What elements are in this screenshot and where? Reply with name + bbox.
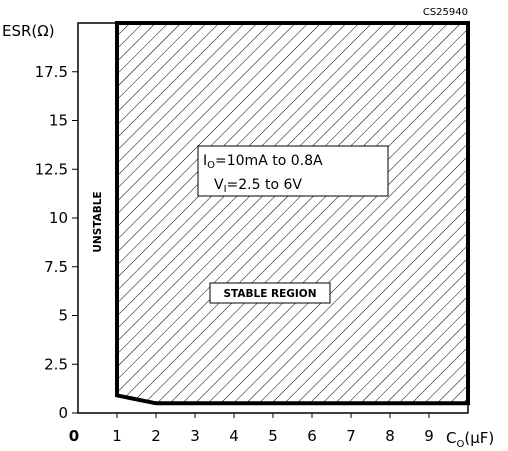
x-tick-label: 6 (307, 427, 317, 445)
y-tick-label: 17.5 (35, 63, 68, 81)
y-tick-label: 15 (49, 112, 68, 130)
y-axis-label: ESR(Ω) (2, 22, 55, 40)
x-tick-label: 3 (190, 427, 200, 445)
y-tick-label: 10 (49, 209, 68, 227)
conditions-box: IO=10mA to 0.8A VI=2.5 to 6V (197, 145, 389, 197)
x-tick-label: 4 (229, 427, 239, 445)
conditions-line-1: IO=10mA to 0.8A (203, 153, 323, 171)
figure-code: CS25940 (423, 7, 468, 18)
x-tick-label: 8 (385, 427, 395, 445)
x-tick-label: 2 (151, 427, 161, 445)
y-tick-label: 0 (58, 404, 68, 422)
unstable-label: UNSTABLE (92, 191, 104, 252)
stable-region-label-background (209, 282, 331, 304)
x-tick-label: 5 (268, 427, 278, 445)
x-tick-label: 9 (424, 427, 434, 445)
conditions-line-2: VI=2.5 to 6V (214, 177, 302, 195)
stable-region-area (115, 21, 470, 406)
y-tick-label: 12.5 (35, 160, 68, 178)
y-axis-ticks: 0 2.5 5 7.5 10 12.5 15 17.5 (35, 63, 78, 422)
y-tick-label: 7.5 (44, 258, 68, 276)
y-tick-label: 5 (58, 307, 68, 325)
x-axis-label: CO(μF) (446, 429, 494, 450)
x-tick-label: 7 (346, 427, 356, 445)
x-axis-ticks: 0 1 2 3 4 5 6 7 8 9 (69, 413, 434, 445)
stable-region-label-text: STABLE REGION (223, 288, 316, 300)
stable-region (115, 21, 470, 406)
x-tick-label: 1 (112, 427, 122, 445)
y-tick-label: 2.5 (44, 355, 68, 373)
stable-region-label: STABLE REGION (209, 282, 331, 304)
conditions-box-background (197, 145, 389, 197)
x-tick-label: 0 (69, 427, 79, 445)
